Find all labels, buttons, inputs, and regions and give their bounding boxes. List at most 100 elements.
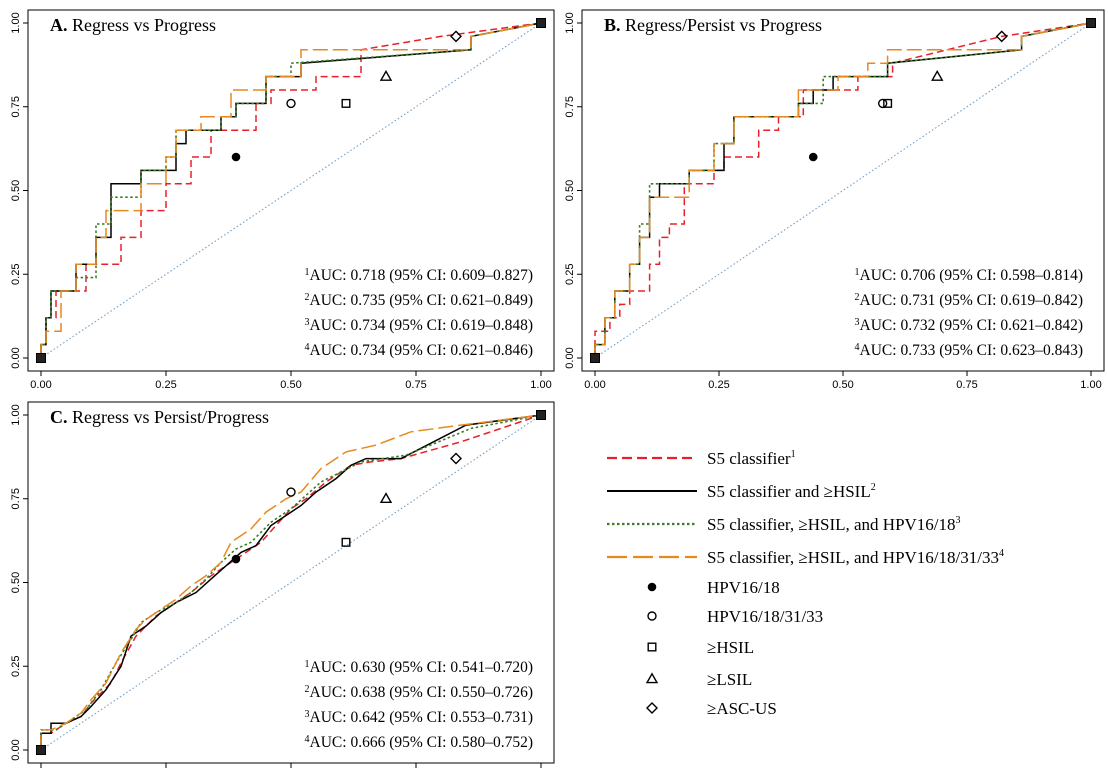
panel-b: 0.00 0.00 0.25 0.25 0.50 0.50 0.75 0.75 1.00 1.00… xyxy=(564,9,1105,391)
series-line-s5 xyxy=(594,22,1092,358)
legend-superscript: 3 xyxy=(956,515,961,526)
auc-superscript: 3 xyxy=(305,317,310,328)
auc-superscript: 2 xyxy=(305,684,310,695)
x-tick-label: 0.50 xyxy=(280,379,301,391)
marker-hsil xyxy=(341,537,351,547)
marker-hpv16-18-31-33 xyxy=(286,98,296,109)
auc-annotation: 1AUC: 0.630 (95% CI: 0.541–0.720) xyxy=(305,659,533,676)
legend-item-m_ascus: ≥ASC-US xyxy=(646,699,777,718)
series-line-hpv4 xyxy=(40,414,542,750)
legend-item-hpv1618: S5 classifier, ≥HSIL, and HPV16/183 xyxy=(607,515,961,534)
panel-title: C. Regress vs Persist/Progress xyxy=(50,407,269,427)
legend-marker-m_hpv1618 xyxy=(647,582,657,592)
y-tick-label: 0.75 xyxy=(10,96,22,117)
legend-item-s5: S5 classifier1 xyxy=(607,449,796,468)
auc-text: AUC: 0.706 (95% CI: 0.598–0.814) xyxy=(860,267,1083,284)
panel-title-text: Regress vs Progress xyxy=(68,15,217,35)
legend-label: S5 classifier1 xyxy=(707,449,796,468)
auc-annotation: 4AUC: 0.734 (95% CI: 0.621–0.846) xyxy=(305,342,533,359)
y-tick-label: 0.25 xyxy=(10,656,22,677)
auc-annotation: 3AUC: 0.642 (95% CI: 0.553–0.731) xyxy=(305,709,533,726)
reference-diagonal xyxy=(594,22,1092,359)
marker-lsil xyxy=(379,492,393,504)
reference-diagonal xyxy=(40,414,542,751)
series-line-hpv4 xyxy=(594,22,1092,358)
x-tick-label: 0.25 xyxy=(155,379,176,391)
y-tick-label: 1.00 xyxy=(10,12,22,33)
auc-annotation: 2AUC: 0.638 (95% CI: 0.550–0.726) xyxy=(305,684,533,701)
legend-superscript: 4 xyxy=(999,548,1004,559)
y-tick-label: 0.50 xyxy=(564,180,576,201)
legend-label-text: HPV16/18 xyxy=(707,578,780,597)
series-line-hsil xyxy=(40,414,542,750)
legend-item-m_hpv1618: HPV16/18 xyxy=(647,578,780,597)
marker-hpv16-18-31-33 xyxy=(877,98,888,109)
x-tick-label: 0.50 xyxy=(832,379,853,391)
marker-lsil xyxy=(931,69,944,81)
auc-superscript: 3 xyxy=(305,709,310,720)
legend-label-text: S5 classifier and ≥HSIL xyxy=(707,482,871,501)
legend-label: S5 classifier, ≥HSIL, and HPV16/18/31/33… xyxy=(707,548,1004,567)
marker-asc-us xyxy=(995,30,1008,43)
legend-label: HPV16/18/31/33 xyxy=(707,607,823,626)
series-line-hpv4 xyxy=(40,22,542,358)
legend-label: ≥ASC-US xyxy=(707,699,777,718)
panel-letter: A. xyxy=(50,15,68,35)
auc-text: AUC: 0.718 (95% CI: 0.609–0.827) xyxy=(310,267,533,284)
marker-hsil xyxy=(341,98,351,108)
auc-text: AUC: 0.666 (95% CI: 0.580–0.752) xyxy=(310,734,533,751)
panel-title: A. Regress vs Progress xyxy=(50,15,216,35)
auc-text: AUC: 0.735 (95% CI: 0.621–0.849) xyxy=(310,292,533,309)
reference-diagonal xyxy=(40,22,542,359)
auc-text: AUC: 0.734 (95% CI: 0.621–0.846) xyxy=(310,342,533,359)
series-line-s5 xyxy=(40,22,542,358)
auc-annotation: 1AUC: 0.706 (95% CI: 0.598–0.814) xyxy=(855,267,1083,284)
x-tick-label: 0.00 xyxy=(30,379,51,391)
legend-item-hpv4: S5 classifier, ≥HSIL, and HPV16/18/31/33… xyxy=(607,548,1004,567)
panel-title-text: Regress/Persist vs Progress xyxy=(621,15,823,35)
auc-text: AUC: 0.733 (95% CI: 0.623–0.843) xyxy=(860,342,1083,359)
panel-title-text: Regress vs Persist/Progress xyxy=(68,407,270,427)
x-tick-label: 0.75 xyxy=(405,379,426,391)
auc-superscript: 4 xyxy=(855,342,860,353)
y-tick-label: 0.00 xyxy=(10,347,22,368)
auc-text: AUC: 0.642 (95% CI: 0.553–0.731) xyxy=(310,709,533,726)
marker-corner xyxy=(536,18,546,28)
series-line-hsil xyxy=(40,22,542,358)
auc-text: AUC: 0.630 (95% CI: 0.541–0.720) xyxy=(310,659,533,676)
auc-superscript: 1 xyxy=(855,267,860,278)
auc-superscript: 1 xyxy=(305,659,310,670)
y-tick-label: 0.25 xyxy=(564,264,576,285)
legend-label-text: S5 classifier, ≥HSIL, and HPV16/18 xyxy=(707,515,956,534)
legend-label-text: S5 classifier xyxy=(707,449,791,468)
legend-label: S5 classifier, ≥HSIL, and HPV16/183 xyxy=(707,515,961,534)
legend-label-text: ≥ASC-US xyxy=(707,699,777,718)
auc-superscript: 4 xyxy=(305,734,310,745)
marker-hpv16-18 xyxy=(231,554,241,564)
marker-hpv16-18 xyxy=(808,152,818,162)
legend-label: S5 classifier and ≥HSIL2 xyxy=(707,482,876,501)
auc-text: AUC: 0.731 (95% CI: 0.619–0.842) xyxy=(860,292,1083,309)
legend-label-text: S5 classifier, ≥HSIL, and HPV16/18/31/33 xyxy=(707,548,999,567)
x-tick-label: 0.75 xyxy=(956,379,977,391)
panel-a: 0.00 0.00 0.25 0.25 0.50 0.50 0.75 0.75 1.00 1.00… xyxy=(10,9,555,391)
auc-annotation: 1AUC: 0.718 (95% CI: 0.609–0.827) xyxy=(305,267,533,284)
auc-annotation: 2AUC: 0.735 (95% CI: 0.621–0.849) xyxy=(305,292,533,309)
legend-label-text: ≥LSIL xyxy=(707,670,752,689)
x-tick-label: 0.25 xyxy=(708,379,729,391)
x-tick-label: 1.00 xyxy=(1080,379,1101,391)
series-line-hpv1618 xyxy=(40,414,542,750)
auc-text: AUC: 0.734 (95% CI: 0.619–0.848) xyxy=(310,317,533,334)
y-tick-label: 0.50 xyxy=(10,572,22,593)
marker-corner xyxy=(36,745,46,755)
legend-superscript: 1 xyxy=(791,449,796,460)
legend-superscript: 2 xyxy=(871,482,876,493)
auc-superscript: 1 xyxy=(305,267,310,278)
y-tick-label: 0.00 xyxy=(564,347,576,368)
y-tick-label: 0.25 xyxy=(10,264,22,285)
legend-label: ≥LSIL xyxy=(707,670,752,689)
marker-lsil xyxy=(379,69,393,81)
y-tick-label: 1.00 xyxy=(10,404,22,425)
auc-superscript: 4 xyxy=(305,342,310,353)
